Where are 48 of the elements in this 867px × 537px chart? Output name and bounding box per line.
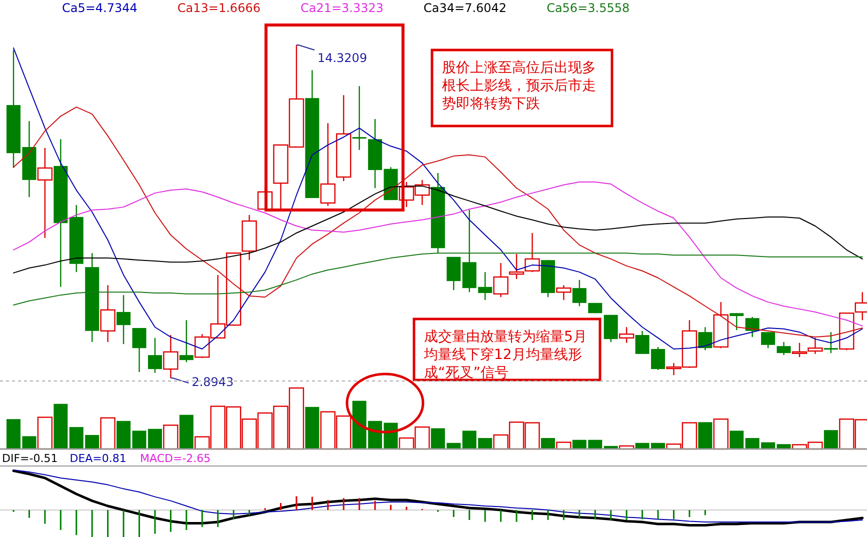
- candlestick: [148, 337, 162, 374]
- candlestick: [163, 334, 178, 379]
- candlestick: [808, 337, 823, 355]
- bar: [824, 430, 838, 449]
- text: Ca34=7.6042: [424, 1, 507, 15]
- annotation: 股价上涨至高位后出现多根长上影线，预示后市走势即将转势下跌: [442, 60, 596, 112]
- candlestick: [792, 342, 808, 358]
- candlestick: [824, 331, 838, 354]
- bar: [100, 417, 116, 450]
- bar: [37, 416, 53, 450]
- candlestick: [745, 316, 760, 338]
- candlestick: [352, 86, 366, 151]
- series-label: DEA=0.81: [70, 452, 126, 465]
- candlestick: [618, 326, 634, 344]
- series-label: DIF=-0.51: [2, 452, 58, 465]
- text: MACD=-2.65: [140, 452, 211, 465]
- candlestick: [776, 341, 791, 356]
- annotation: 成交量由放量转为缩量5月均量线下穿12月均量线形成“死叉”信号: [423, 329, 587, 381]
- candlestick: [320, 122, 336, 206]
- candlestick: [37, 147, 53, 239]
- candlestick: [572, 279, 586, 307]
- bar: [556, 442, 572, 450]
- text: Ca56=3.5558: [546, 1, 630, 15]
- candlestick: [556, 284, 572, 301]
- bar: [698, 422, 712, 449]
- text: Ca21=3.3323: [300, 1, 384, 15]
- bar: [163, 424, 178, 450]
- candlestick: [698, 326, 712, 351]
- bar: [540, 438, 555, 449]
- candlestick: [179, 320, 194, 363]
- candlestick: [493, 262, 508, 298]
- candlestick: [524, 232, 540, 273]
- bar: [179, 414, 194, 449]
- bar: [305, 406, 320, 449]
- candlestick: [100, 284, 116, 343]
- text: Ca13=1.6666: [177, 1, 260, 15]
- bar: [776, 444, 791, 449]
- bar: [713, 418, 728, 450]
- candlestick: [508, 253, 524, 280]
- candlestick: [730, 312, 744, 331]
- bar: [116, 420, 131, 449]
- annotation: 14.3209: [317, 51, 368, 65]
- candlestick: [116, 294, 131, 345]
- candlestick: [132, 327, 146, 373]
- bar: [730, 430, 744, 449]
- text: Ca5=4.7344: [62, 1, 138, 15]
- bar: [54, 404, 68, 449]
- candlestick: [761, 331, 776, 349]
